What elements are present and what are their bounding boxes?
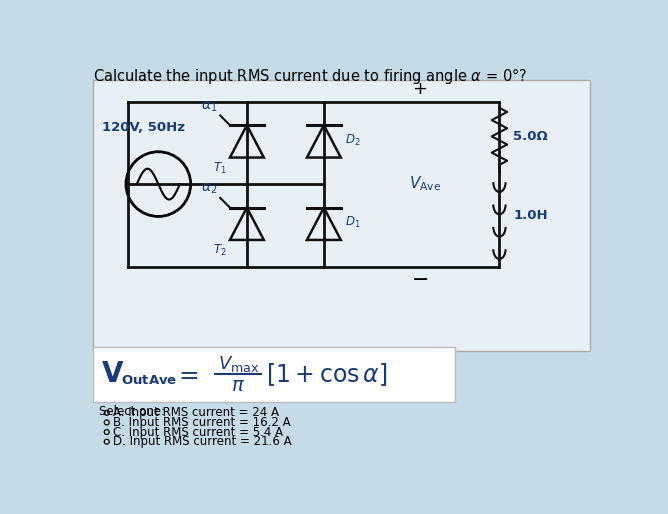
Text: $\alpha_2$: $\alpha_2$ [201, 182, 217, 196]
Text: +: + [413, 80, 428, 98]
Text: $\mathbf{OutAve}$: $\mathbf{OutAve}$ [122, 374, 178, 387]
Text: 5.0Ω: 5.0Ω [513, 130, 548, 143]
FancyBboxPatch shape [93, 80, 590, 351]
Text: $D_1$: $D_1$ [345, 215, 361, 230]
Text: $T_2$: $T_2$ [213, 243, 227, 258]
Text: $V_{\mathregular{Ave}}$: $V_{\mathregular{Ave}}$ [409, 175, 441, 193]
Text: $[1 + \cos\alpha]$: $[1 + \cos\alpha]$ [266, 361, 387, 388]
Text: Calculate the input RMS current due to firing angle $\alpha$ = 0°?: Calculate the input RMS current due to f… [93, 66, 527, 86]
Text: 120V, 50Hz: 120V, 50Hz [102, 121, 185, 134]
Text: $=$: $=$ [174, 362, 199, 387]
Text: −: − [411, 270, 429, 290]
Text: A. Input RMS current = 24 A: A. Input RMS current = 24 A [113, 406, 279, 419]
Text: $D_2$: $D_2$ [345, 133, 361, 148]
Text: $\alpha_1$: $\alpha_1$ [201, 100, 217, 114]
Text: $\pi$: $\pi$ [230, 376, 244, 395]
Text: B. Input RMS current = 16.2 A: B. Input RMS current = 16.2 A [113, 416, 291, 429]
Text: Select one:: Select one: [99, 405, 165, 418]
Text: $T_1$: $T_1$ [213, 160, 227, 176]
Text: $V_{\mathrm{max}}$: $V_{\mathrm{max}}$ [218, 354, 259, 374]
Text: D. Input RMS current = 21.6 A: D. Input RMS current = 21.6 A [113, 435, 291, 448]
FancyBboxPatch shape [93, 346, 455, 402]
Text: C. Input RMS current = 5.4 A: C. Input RMS current = 5.4 A [113, 426, 283, 438]
Text: 1.0H: 1.0H [513, 209, 548, 222]
Text: $\mathbf{V}$: $\mathbf{V}$ [101, 360, 124, 388]
